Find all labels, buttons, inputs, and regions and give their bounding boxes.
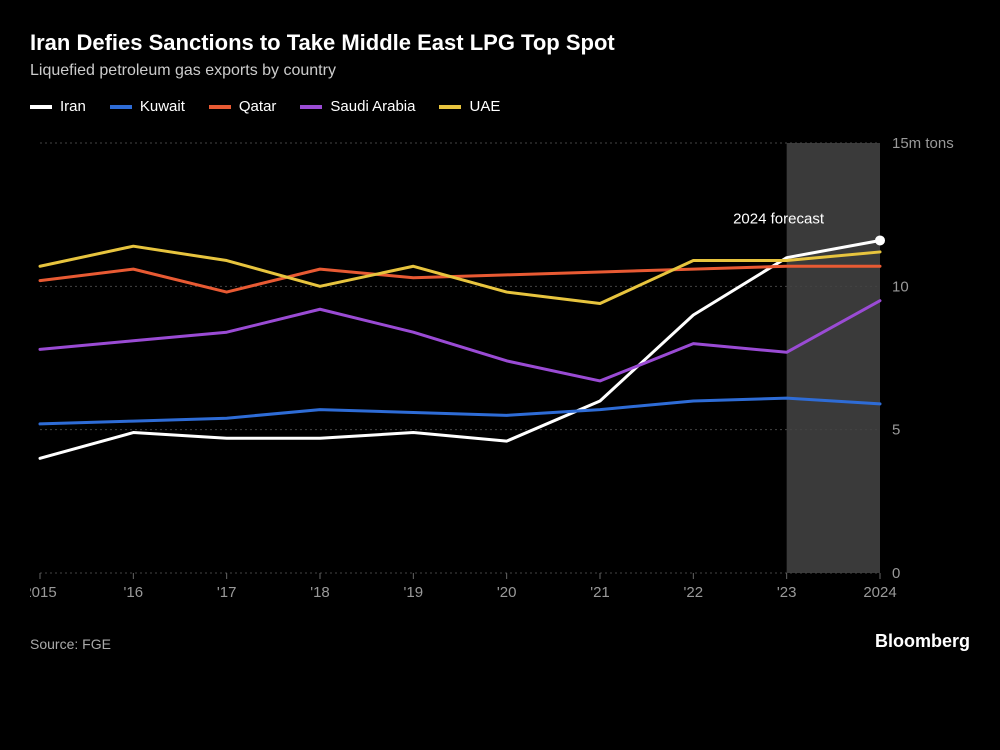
x-axis-label: '20 — [497, 584, 517, 601]
x-axis-label: 2024 — [863, 584, 896, 601]
y-axis-label: 5 — [892, 422, 900, 439]
legend-label: Qatar — [239, 98, 277, 115]
end-marker-dot — [875, 235, 885, 245]
forecast-band — [787, 143, 880, 573]
legend-item-saudi-arabia: Saudi Arabia — [300, 98, 415, 115]
chart-footer: Source: FGE Bloomberg — [30, 631, 970, 652]
legend-swatch — [439, 105, 461, 109]
legend-label: Iran — [60, 98, 86, 115]
line-chart-svg: 0 5 10 15m tons 2015 '16 '17 '18 '19 '20 '21 '22 '23… — [30, 123, 970, 613]
legend-item-kuwait: Kuwait — [110, 98, 185, 115]
x-axis-label: '23 — [777, 584, 797, 601]
y-axis-label: 15m tons — [892, 135, 954, 152]
x-axis-label: '17 — [217, 584, 237, 601]
x-axis-label: '18 — [310, 584, 330, 601]
y-axis-label: 10 — [892, 278, 909, 295]
legend-swatch — [110, 105, 132, 109]
x-axis-label: 2015 — [30, 584, 57, 601]
legend-label: Kuwait — [140, 98, 185, 115]
legend-item-uae: UAE — [439, 98, 500, 115]
forecast-annotation: 2024 forecast — [733, 210, 825, 227]
chart-subtitle: Liquefied petroleum gas exports by count… — [30, 62, 970, 80]
legend-swatch — [30, 105, 52, 109]
legend: Iran Kuwait Qatar Saudi Arabia UAE — [30, 98, 970, 115]
x-axis-label: '22 — [684, 584, 704, 601]
legend-swatch — [300, 105, 322, 109]
y-axis-label: 0 — [892, 565, 900, 582]
source-label: Source: FGE — [30, 636, 111, 652]
legend-item-iran: Iran — [30, 98, 86, 115]
legend-swatch — [209, 105, 231, 109]
series-line-saudi-arabia — [40, 301, 880, 381]
legend-label: UAE — [469, 98, 500, 115]
x-axis-label: '16 — [124, 584, 144, 601]
chart-title: Iran Defies Sanctions to Take Middle Eas… — [30, 30, 970, 56]
legend-label: Saudi Arabia — [330, 98, 415, 115]
legend-item-qatar: Qatar — [209, 98, 277, 115]
chart-container: Iran Defies Sanctions to Take Middle Eas… — [0, 0, 1000, 750]
x-axis-label: '19 — [404, 584, 424, 601]
series-line-kuwait — [40, 398, 880, 424]
x-axis-label: '21 — [590, 584, 610, 601]
plot-area: 0 5 10 15m tons 2015 '16 '17 '18 '19 '20 '21 '22 '23… — [30, 123, 970, 613]
brand-label: Bloomberg — [875, 631, 970, 652]
